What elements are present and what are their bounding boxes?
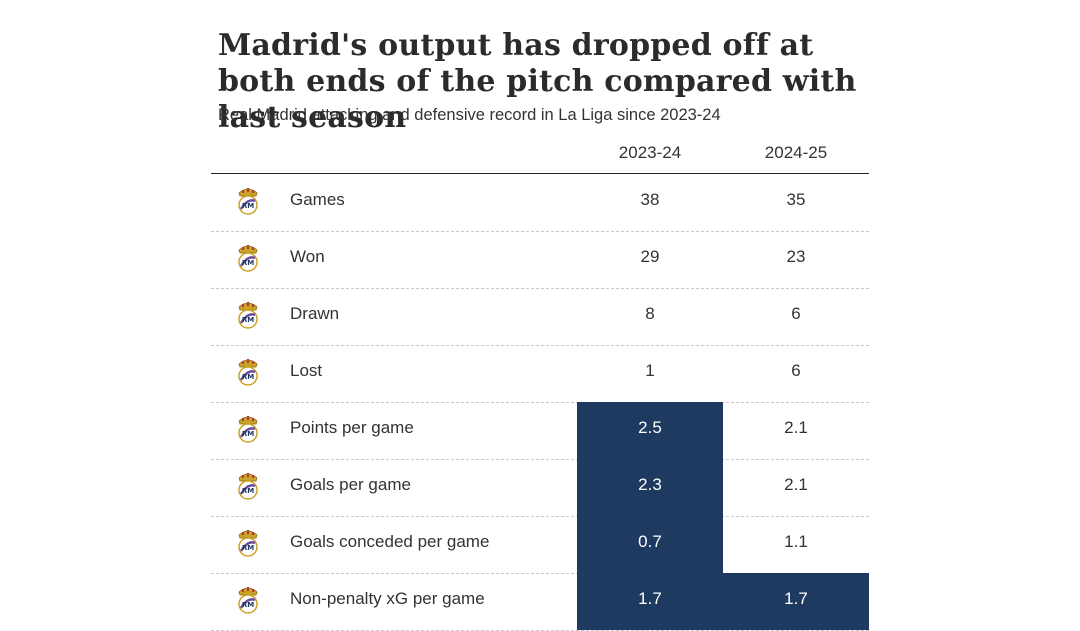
table-row: RM Goals conceded per game 0.7 1.1 [211,516,869,574]
row-label: Goals conceded per game [290,532,490,551]
real-madrid-crest-icon: RM [235,527,261,559]
table-row: RM Games 38 35 [211,175,869,232]
cell-2024-25: 1.1 [784,532,808,551]
row-label: Goals per game [290,475,411,494]
stats-table: RM Games 38 35 RM Won 29 23 RM Drawn 8 6 RM Lo… [211,175,869,631]
real-madrid-crest-icon: RM [235,413,261,445]
cell-2024-25: 35 [786,190,806,209]
cell-2023-24: 2.5 [577,402,723,459]
table-row: RM Goals per game 2.3 2.1 [211,459,869,517]
cell-2024-25: 2.1 [784,418,808,437]
cell-2024-25: 1.7 [723,573,869,630]
cell-2023-24: 38 [640,190,660,209]
cell-2023-24: 2.3 [577,459,723,516]
header-rule [211,173,869,174]
table-row: RM Drawn 8 6 [211,289,869,346]
chart-title: Madrid's output has dropped off at both … [218,28,857,135]
svg-text:RM: RM [242,430,254,438]
cell-2024-25: 23 [786,247,806,266]
table-row: RM Points per game 2.5 2.1 [211,402,869,460]
table-row: RM Lost 1 6 [211,346,869,403]
real-madrid-crest-icon: RM [235,470,261,502]
cell-2023-24: 0.7 [577,516,723,573]
svg-text:RM: RM [242,202,254,210]
cell-2024-25: 6 [791,304,801,323]
real-madrid-crest-icon: RM [235,356,261,388]
cell-2023-24: 1 [645,361,655,380]
cell-2023-24: 1.7 [577,573,723,630]
row-label: Lost [290,361,323,380]
cell-2024-25: 6 [791,361,801,380]
svg-text:RM: RM [242,373,254,381]
cell-2023-24: 29 [640,247,660,266]
chart-subtitle: Real Madrid attacking and defensive reco… [218,106,721,124]
row-label: Games [290,190,345,209]
cell-2024-25: 2.1 [784,475,808,494]
real-madrid-crest-icon: RM [235,242,261,274]
row-label: Drawn [290,304,340,323]
svg-text:RM: RM [242,544,254,552]
svg-text:RM: RM [242,316,254,324]
column-header-2024-25: 2024-25 [764,143,828,162]
svg-text:RM: RM [242,259,254,267]
row-label: Non-penalty xG per game [290,589,485,608]
svg-text:RM: RM [242,601,254,609]
real-madrid-crest-icon: RM [235,185,261,217]
svg-text:RM: RM [242,487,254,495]
cell-2023-24: 8 [645,304,655,323]
row-label: Won [290,247,325,266]
real-madrid-crest-icon: RM [235,299,261,331]
table-row: RM Non-penalty xG per game 1.7 1.7 [211,573,869,631]
row-label: Points per game [290,418,414,437]
column-header-2023-24: 2023-24 [618,143,682,162]
real-madrid-crest-icon: RM [235,584,261,616]
table-row: RM Won 29 23 [211,232,869,289]
